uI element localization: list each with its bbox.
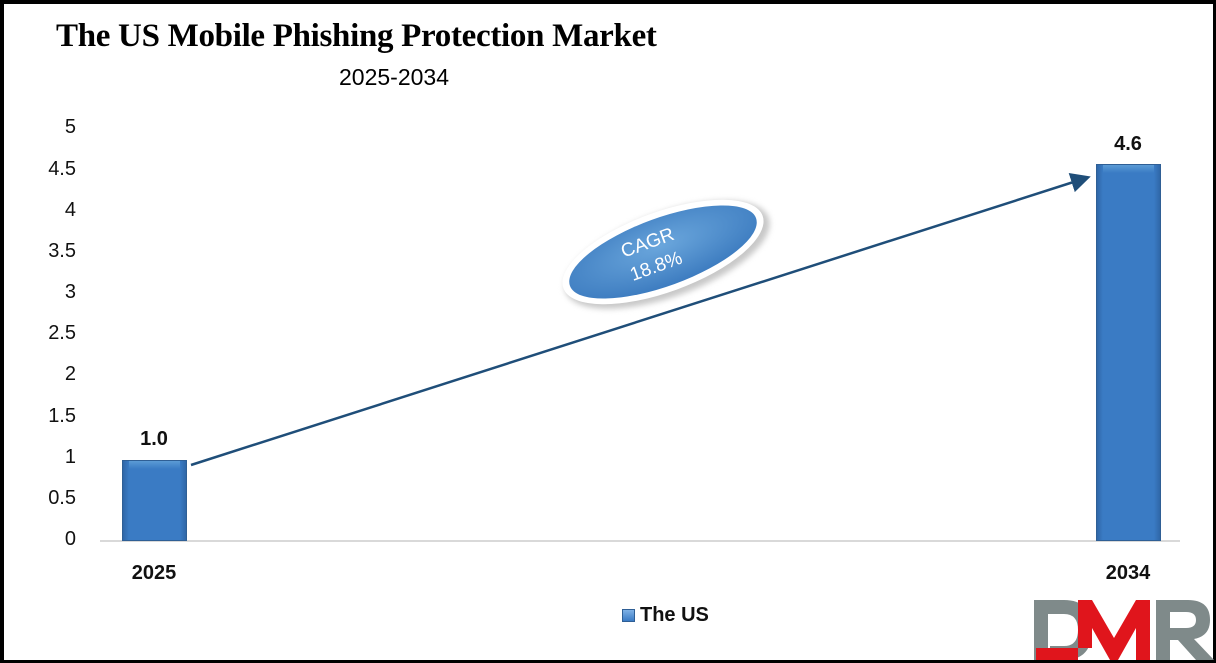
y-tick: 1 — [64, 446, 76, 468]
x-label-2025: 2025 — [131, 562, 177, 584]
chart-subtitle: 2025-2034 — [339, 64, 449, 90]
legend-swatch-icon — [622, 609, 635, 622]
y-tick: 5 — [64, 116, 76, 138]
y-tick: 3.5 — [48, 240, 76, 262]
x-axis-line — [100, 540, 1180, 542]
y-tick: 2 — [64, 363, 76, 385]
y-tick: 0 — [64, 528, 76, 550]
data-label-2025: 1.0 — [140, 428, 168, 450]
legend-label: The US — [640, 604, 709, 626]
legend: The US — [622, 604, 709, 627]
y-tick: 0.5 — [48, 487, 76, 509]
y-tick: 4.5 — [48, 158, 76, 180]
chart-title: The US Mobile Phishing Protection Market — [56, 18, 657, 54]
y-tick: 2.5 — [48, 322, 76, 344]
data-label-2034: 4.6 — [1114, 133, 1142, 155]
y-tick: 4 — [64, 199, 76, 221]
y-tick: 1.5 — [48, 405, 76, 427]
y-tick: 3 — [64, 281, 76, 303]
bar-2025 — [122, 460, 187, 541]
bar-2034 — [1096, 164, 1161, 541]
x-label-2034: 2034 — [1105, 562, 1151, 584]
dmr-logo-icon — [1034, 600, 1214, 660]
